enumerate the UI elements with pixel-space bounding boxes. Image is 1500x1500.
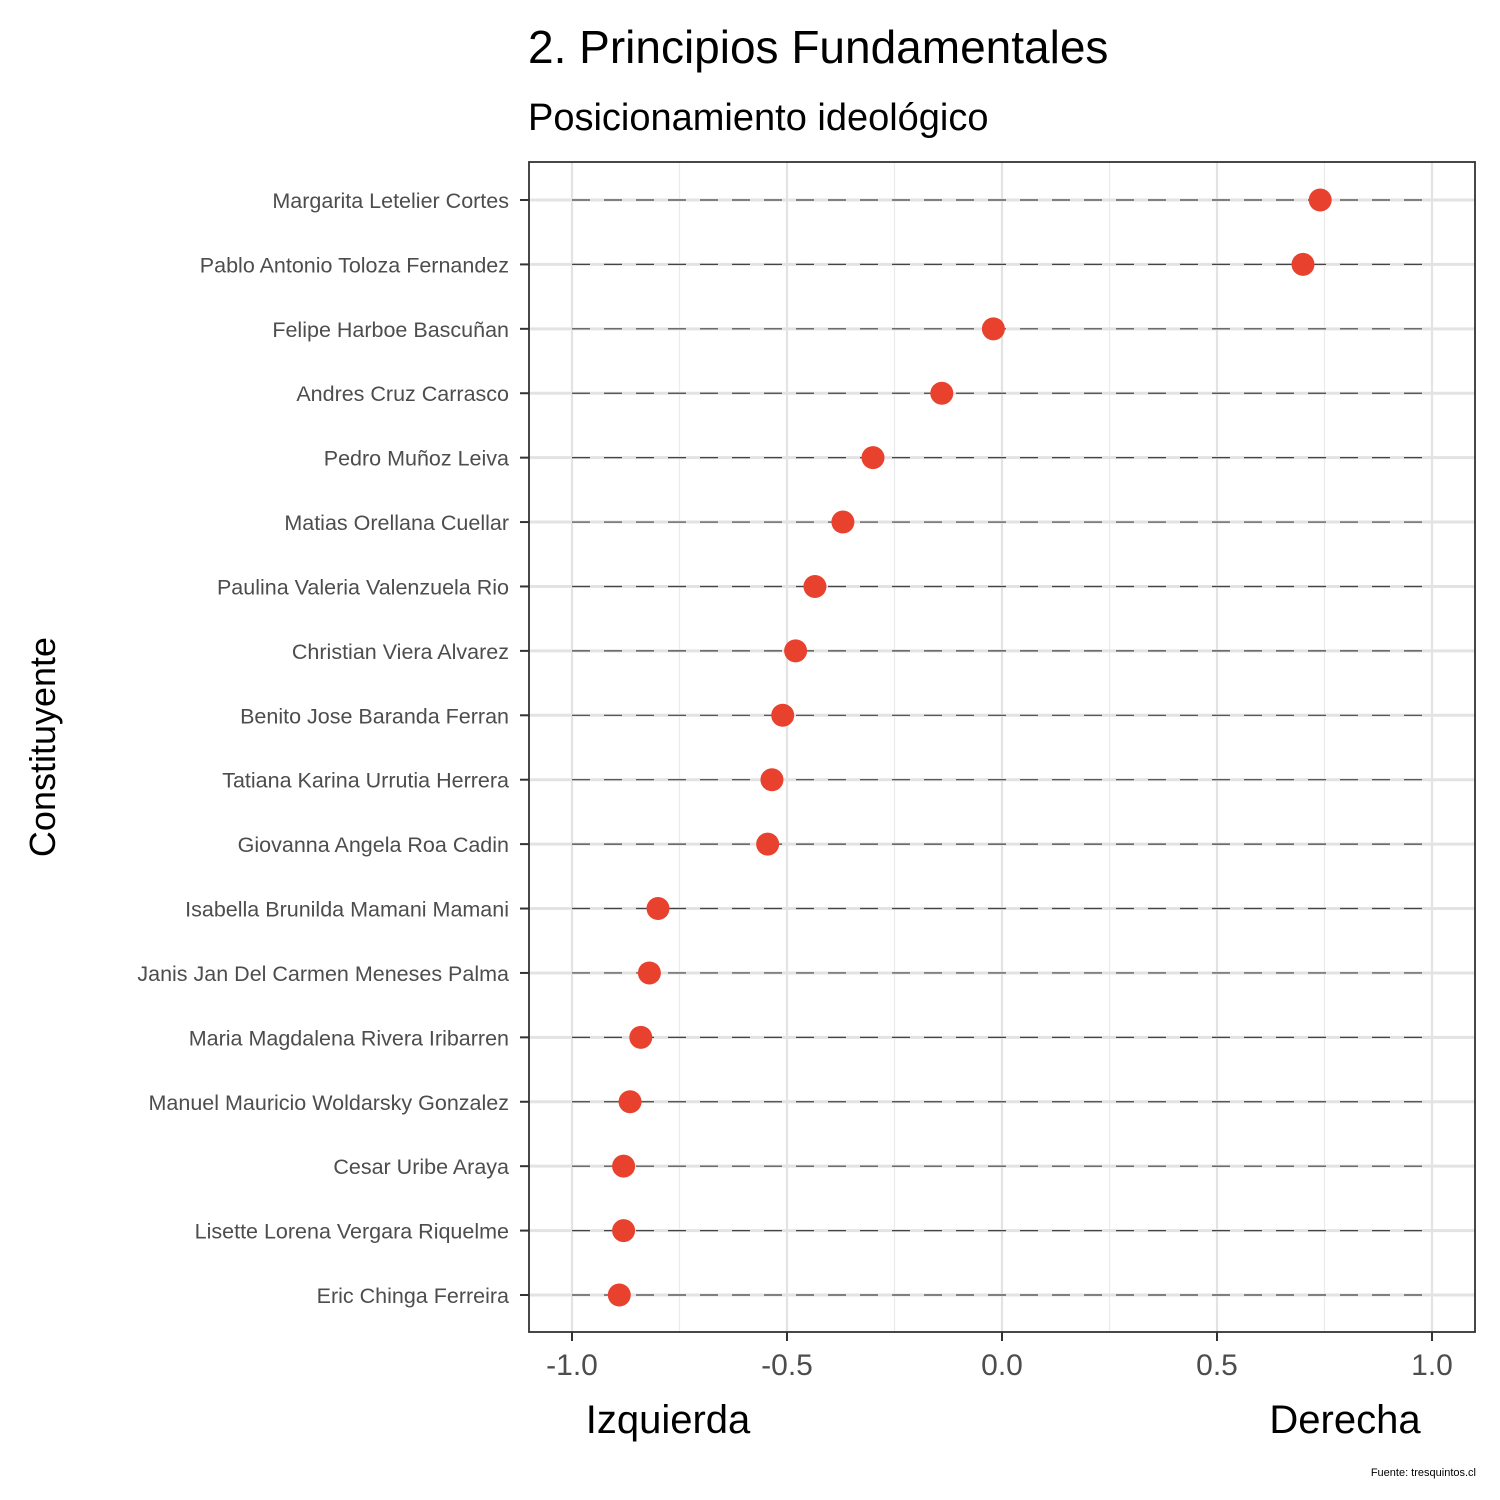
data-point [771, 703, 795, 727]
y-tick-label: Isabella Brunilda Mamani Mamani [185, 898, 509, 922]
grid [529, 162, 1475, 1332]
y-tick-label: Giovanna Angela Roa Cadin [238, 833, 509, 857]
x-tick-label: 0.5 [1196, 1349, 1238, 1382]
x-tick-label: -1.0 [546, 1349, 598, 1382]
y-tick-label: Pedro Muñoz Leiva [324, 447, 509, 471]
y-tick-label: Paulina Valeria Valenzuela Rio [217, 575, 509, 599]
y-tick-label: Margarita Letelier Cortes [272, 189, 509, 213]
y-tick-label: Manuel Mauricio Woldarsky Gonzalez [149, 1091, 509, 1115]
x-axis-label-left: Izquierda [586, 1398, 751, 1442]
data-point [930, 381, 954, 405]
y-tick-label: Maria Magdalena Rivera Iribarren [189, 1026, 509, 1050]
y-axis-title: Constituyente [22, 637, 63, 857]
x-tick-label: -0.5 [761, 1349, 813, 1382]
data-point [861, 446, 885, 470]
data-point [612, 1219, 636, 1243]
y-tick-label: Benito Jose Baranda Ferran [240, 704, 509, 728]
data-point [831, 510, 855, 534]
data-point [803, 574, 827, 598]
y-axis: Margarita Letelier Cortes Pablo Antonio T… [137, 189, 529, 1308]
data-point [637, 961, 661, 985]
y-tick-label: Matias Orellana Cuellar [284, 511, 509, 535]
data-point [981, 317, 1005, 341]
data-point [1291, 252, 1315, 276]
data-point [629, 1025, 653, 1049]
x-axis-label-right: Derecha [1269, 1398, 1421, 1442]
y-tick-label: Lisette Lorena Vergara Riquelme [195, 1220, 509, 1244]
chart-title: 2. Principios Fundamentales [528, 21, 1108, 73]
data-point [612, 1154, 636, 1178]
y-tick-label: Janis Jan Del Carmen Meneses Palma [137, 962, 509, 986]
y-tick-label: Cesar Uribe Araya [333, 1155, 509, 1179]
data-rows [572, 188, 1432, 1307]
data-point [784, 639, 808, 663]
y-tick-label: Pablo Antonio Toloza Fernandez [200, 253, 509, 277]
chart-subtitle: Posicionamiento ideológico [528, 97, 989, 139]
data-point [760, 768, 784, 792]
data-point [618, 1090, 642, 1114]
data-point [646, 897, 670, 921]
data-point [607, 1283, 631, 1307]
caption: Fuente: tresquintos.cl [1371, 1467, 1476, 1479]
y-tick-label: Tatiana Karina Urrutia Herrera [222, 769, 509, 793]
x-axis: -1.0 -0.5 0.0 0.5 1.0 [546, 1332, 1453, 1382]
data-point [1308, 188, 1332, 212]
data-point [756, 832, 780, 856]
y-tick-label: Eric Chinga Ferreira [317, 1284, 509, 1308]
y-tick-label: Andres Cruz Carrasco [296, 382, 509, 406]
y-tick-label: Christian Viera Alvarez [292, 640, 509, 664]
x-tick-label: 1.0 [1411, 1349, 1453, 1382]
y-tick-label: Felipe Harboe Bascuñan [272, 318, 509, 342]
x-tick-label: 0.0 [981, 1349, 1023, 1382]
